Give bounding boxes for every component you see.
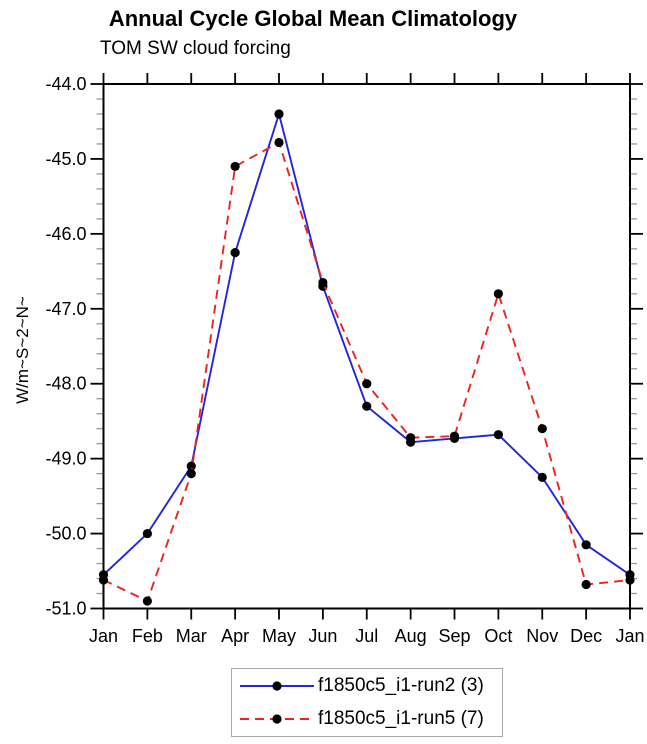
y-tick-label: -49.0 bbox=[45, 449, 86, 469]
x-tick-label: Dec bbox=[570, 626, 602, 646]
x-tick-label: Sep bbox=[438, 626, 470, 646]
y-tick-label: -47.0 bbox=[45, 299, 86, 319]
y-tick-label: -45.0 bbox=[45, 149, 86, 169]
data-point-marker bbox=[449, 431, 460, 441]
chart-subtitle: TOM SW cloud forcing bbox=[100, 38, 291, 59]
series-line bbox=[102, 110, 631, 576]
data-point-marker bbox=[581, 540, 591, 550]
data-point-marker bbox=[142, 596, 152, 606]
x-tick-label: Mar bbox=[176, 626, 207, 646]
data-point-marker bbox=[537, 472, 547, 482]
data-point-marker bbox=[493, 430, 503, 440]
series-line bbox=[103, 141, 631, 603]
x-tick-label: Nov bbox=[526, 626, 558, 646]
x-tick-label: Jul bbox=[355, 626, 378, 646]
y-tick-label: -46.0 bbox=[45, 224, 86, 244]
x-tick-label: Jun bbox=[308, 626, 337, 646]
legend-row: f1850c5_i1-run2 (3) bbox=[232, 670, 502, 703]
y-tick-label: -48.0 bbox=[45, 374, 86, 394]
x-tick-label: Feb bbox=[132, 626, 163, 646]
data-point-marker bbox=[274, 109, 284, 119]
x-tick-label: May bbox=[262, 626, 296, 646]
y-tick-label: -44.0 bbox=[45, 74, 86, 94]
data-point-marker bbox=[98, 575, 109, 585]
y-tick-label: -51.0 bbox=[45, 599, 86, 619]
legend-sample-marker bbox=[272, 714, 282, 724]
data-point-marker bbox=[186, 469, 196, 479]
data-point-marker bbox=[230, 161, 240, 172]
legend-row: f1850c5_i1-run5 (7) bbox=[232, 703, 502, 736]
data-point-marker bbox=[625, 575, 635, 585]
data-point-marker bbox=[142, 528, 152, 539]
x-tick-label: Apr bbox=[221, 626, 249, 646]
chart-title: Annual Cycle Global Mean Climatology bbox=[108, 6, 518, 31]
x-tick-label: Oct bbox=[484, 626, 512, 646]
data-point-marker bbox=[537, 424, 547, 434]
legend-line-sample bbox=[240, 714, 314, 724]
legend-label: f1850c5_i1-run2 (3) bbox=[318, 675, 484, 696]
x-tick-label: Jan bbox=[615, 626, 644, 646]
x-tick-label: Aug bbox=[395, 626, 427, 646]
data-point-marker bbox=[230, 247, 240, 258]
legend-label: f1850c5_i1-run5 (7) bbox=[318, 708, 484, 729]
legend-sample-marker bbox=[272, 681, 282, 691]
legend-line-sample bbox=[240, 681, 314, 691]
data-point-marker bbox=[493, 289, 503, 299]
x-tick-label: Jan bbox=[89, 626, 118, 646]
data-point-marker bbox=[318, 277, 328, 288]
data-point-marker bbox=[406, 433, 416, 443]
plot-frame bbox=[102, 83, 631, 610]
data-point-marker bbox=[274, 137, 284, 148]
y-tick-label: -50.0 bbox=[45, 524, 86, 544]
data-point-marker bbox=[186, 461, 196, 471]
data-point-marker bbox=[362, 379, 372, 389]
data-point-marker bbox=[362, 401, 372, 411]
data-point-marker bbox=[581, 579, 591, 590]
legend: f1850c5_i1-run2 (3) f1850c5_i1-run5 (7) bbox=[231, 668, 503, 737]
